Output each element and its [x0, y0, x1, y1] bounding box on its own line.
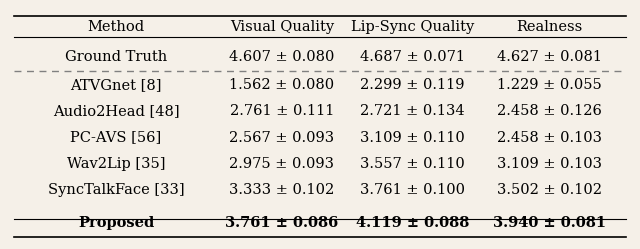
Text: Ground Truth: Ground Truth [65, 50, 167, 64]
Text: 4.627 ± 0.081: 4.627 ± 0.081 [497, 50, 602, 64]
Text: 4.687 ± 0.071: 4.687 ± 0.071 [360, 50, 465, 64]
Text: 2.975 ± 0.093: 2.975 ± 0.093 [229, 157, 334, 171]
Text: 3.557 ± 0.110: 3.557 ± 0.110 [360, 157, 465, 171]
Text: 2.761 ± 0.111: 2.761 ± 0.111 [230, 104, 334, 119]
Text: Wav2Lip [35]: Wav2Lip [35] [67, 157, 165, 171]
Text: Audio2Head [48]: Audio2Head [48] [52, 104, 179, 119]
Text: 2.721 ± 0.134: 2.721 ± 0.134 [360, 104, 465, 119]
Text: 3.109 ± 0.103: 3.109 ± 0.103 [497, 157, 602, 171]
Text: SyncTalkFace [33]: SyncTalkFace [33] [48, 183, 184, 197]
Text: PC-AVS [56]: PC-AVS [56] [70, 130, 162, 145]
Text: 3.761 ± 0.100: 3.761 ± 0.100 [360, 183, 465, 197]
Text: 4.119 ± 0.088: 4.119 ± 0.088 [356, 216, 469, 231]
Text: 3.502 ± 0.102: 3.502 ± 0.102 [497, 183, 602, 197]
Text: 2.567 ± 0.093: 2.567 ± 0.093 [229, 130, 334, 145]
Text: 2.299 ± 0.119: 2.299 ± 0.119 [360, 78, 465, 92]
Text: 1.562 ± 0.080: 1.562 ± 0.080 [229, 78, 334, 92]
Text: 4.607 ± 0.080: 4.607 ± 0.080 [229, 50, 335, 64]
Text: 3.940 ± 0.081: 3.940 ± 0.081 [493, 216, 606, 231]
Text: 2.458 ± 0.126: 2.458 ± 0.126 [497, 104, 602, 119]
Text: 3.333 ± 0.102: 3.333 ± 0.102 [229, 183, 334, 197]
Text: Lip-Sync Quality: Lip-Sync Quality [351, 20, 474, 34]
Text: Realness: Realness [516, 20, 582, 34]
Text: Method: Method [88, 20, 145, 34]
Text: Visual Quality: Visual Quality [230, 20, 334, 34]
Text: Proposed: Proposed [78, 216, 154, 231]
Text: 3.761 ± 0.086: 3.761 ± 0.086 [225, 216, 339, 231]
Text: 3.109 ± 0.110: 3.109 ± 0.110 [360, 130, 465, 145]
Text: ATVGnet [8]: ATVGnet [8] [70, 78, 162, 92]
Text: 2.458 ± 0.103: 2.458 ± 0.103 [497, 130, 602, 145]
Text: 1.229 ± 0.055: 1.229 ± 0.055 [497, 78, 602, 92]
